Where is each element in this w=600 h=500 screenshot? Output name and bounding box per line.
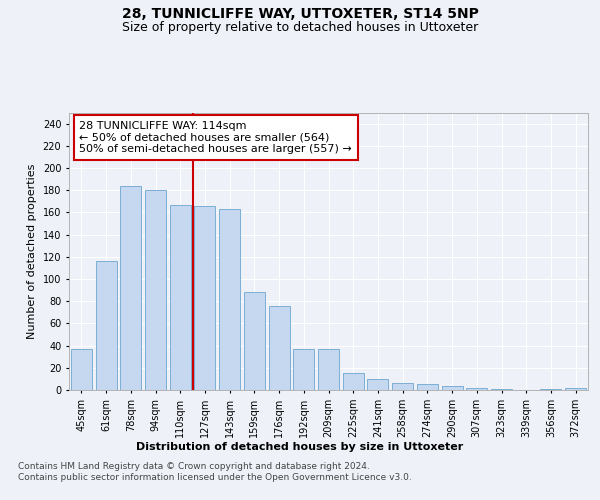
Bar [145, 190, 166, 390]
Bar [417, 384, 438, 390]
Bar [219, 209, 240, 390]
Y-axis label: Number of detached properties: Number of detached properties [27, 164, 37, 339]
Text: Distribution of detached houses by size in Uttoxeter: Distribution of detached houses by size … [136, 442, 464, 452]
Bar [244, 292, 265, 390]
Bar [392, 384, 413, 390]
Bar [293, 349, 314, 390]
Bar [367, 379, 388, 390]
Bar [466, 388, 487, 390]
Bar [269, 306, 290, 390]
Text: Size of property relative to detached houses in Uttoxeter: Size of property relative to detached ho… [122, 22, 478, 35]
Bar [318, 349, 339, 390]
Bar [442, 386, 463, 390]
Bar [170, 204, 191, 390]
Bar [491, 389, 512, 390]
Bar [120, 186, 141, 390]
Text: 28, TUNNICLIFFE WAY, UTTOXETER, ST14 5NP: 28, TUNNICLIFFE WAY, UTTOXETER, ST14 5NP [122, 8, 478, 22]
Bar [194, 206, 215, 390]
Text: Contains HM Land Registry data © Crown copyright and database right 2024.: Contains HM Land Registry data © Crown c… [18, 462, 370, 471]
Text: Contains public sector information licensed under the Open Government Licence v3: Contains public sector information licen… [18, 474, 412, 482]
Text: 28 TUNNICLIFFE WAY: 114sqm
← 50% of detached houses are smaller (564)
50% of sem: 28 TUNNICLIFFE WAY: 114sqm ← 50% of deta… [79, 121, 352, 154]
Bar [95, 261, 116, 390]
Bar [343, 374, 364, 390]
Bar [565, 388, 586, 390]
Bar [71, 349, 92, 390]
Bar [541, 389, 562, 390]
